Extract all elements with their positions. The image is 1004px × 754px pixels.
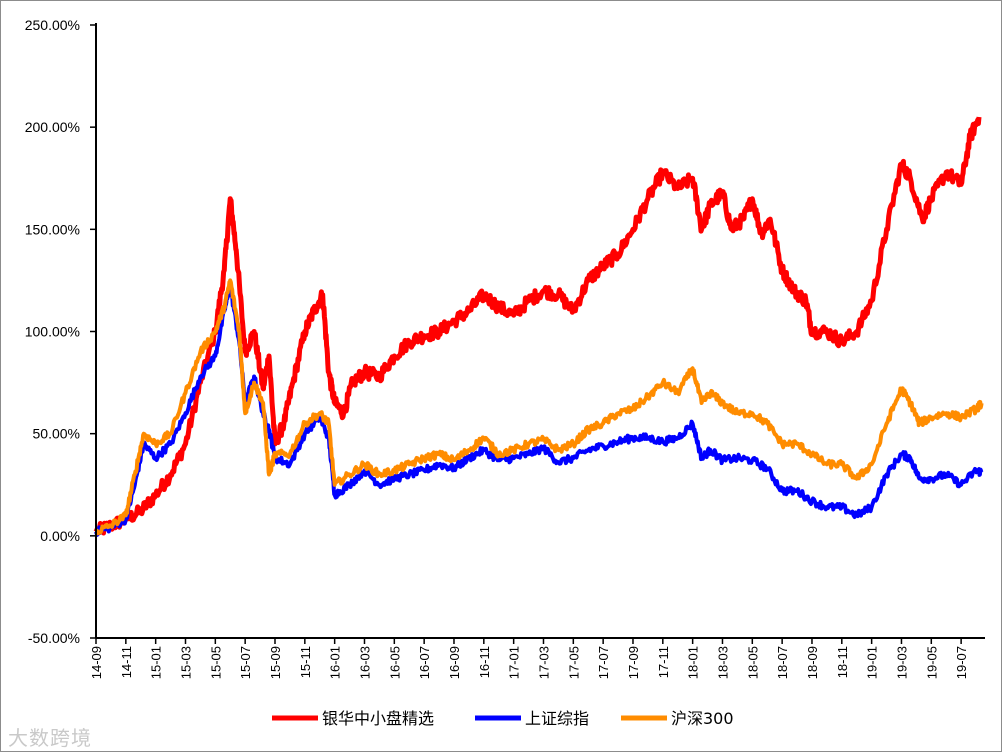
x-tick-label: 16-11 [477,646,492,678]
x-tick-label: 14-09 [89,646,104,679]
watermark-logo: 大数跨境 [8,726,92,750]
x-tick-label: 15-07 [238,646,253,679]
y-tick-label: 100.00% [25,324,80,340]
x-tick-label: 16-03 [357,646,372,679]
x-tick-label: 18-03 [715,646,730,679]
x-tick-label: 19-01 [865,646,880,679]
legend-label-2: 上证综指 [525,709,589,728]
x-tick-label: 17-09 [626,646,641,679]
x-tick-label: 18-09 [805,646,820,679]
y-tick-label: 250.00% [25,17,80,33]
legend: 银华中小盘精选 上证综指 沪深300 [272,709,734,728]
x-tick-label: 15-05 [208,646,223,679]
y-tick-label: 200.00% [25,119,80,135]
x-tick-label: 19-07 [954,646,969,679]
legend-label-3: 沪深300 [671,709,734,728]
x-tick-label: 17-07 [596,646,611,679]
x-tick-label: 18-07 [775,646,790,679]
x-tick-label: 18-05 [745,646,760,679]
x-tick-label: 19-05 [924,646,939,679]
legend-label-1: 银华中小盘精选 [322,709,434,728]
x-tick-label: 18-01 [686,646,701,679]
x-tick-label: 16-07 [417,646,432,679]
y-tick-label: 0.00% [40,528,80,544]
x-tick-label: 16-09 [447,646,462,679]
x-tick-label: 15-09 [268,646,283,679]
x-tick-label: 16-05 [387,646,402,679]
x-tick-label: 17-01 [507,646,522,679]
y-tick-label: 50.00% [33,426,80,442]
series-layer [93,116,984,537]
series-line-2 [94,284,984,537]
x-tick-label: 17-11 [656,646,671,678]
x-tick-label: 14-11 [119,646,134,678]
x-tick-label: 15-11 [298,646,313,678]
x-tick-label: 19-03 [894,646,909,679]
y-tick-label: -50.00% [28,630,80,646]
x-tick-label: 16-01 [328,646,343,679]
x-tick-label: 17-05 [566,646,581,679]
series-line-1 [93,116,982,536]
axis-layer: -50.00% 0.00% 50.00% 100.00% 150.00% 200.00% 2… [25,17,985,679]
x-tick-label: 18-11 [835,646,850,678]
y-tick-label: 150.00% [25,221,80,237]
x-tick-label: 15-01 [149,646,164,679]
x-tick-label: 15-03 [178,646,193,679]
series-line-3 [94,278,984,536]
x-tick-label: 17-03 [536,646,551,679]
